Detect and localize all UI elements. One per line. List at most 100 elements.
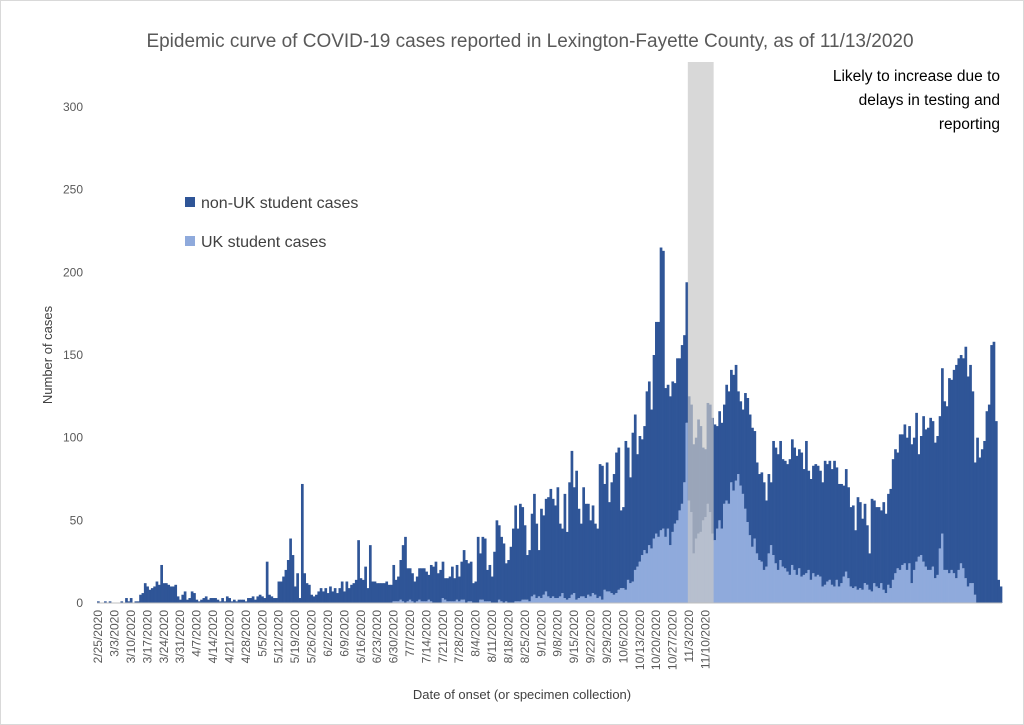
bar-uk (725, 500, 729, 603)
x-tick-label: 10/13/2020 (633, 610, 647, 670)
bar-uk (645, 553, 649, 603)
bar-non-uk (282, 576, 285, 603)
bar-uk (748, 535, 752, 603)
bar-uk (453, 601, 457, 603)
legend-swatch-non-uk (185, 197, 195, 207)
note-line-3: reporting (939, 116, 1000, 133)
x-axis-label: Date of onset (or specimen collection) (413, 687, 631, 702)
legend: non-UK student cases UK student cases (185, 195, 358, 251)
bar-uk (866, 584, 869, 603)
bar-non-uk (254, 599, 257, 603)
bar-non-uk (720, 422, 724, 529)
bar-non-uk (244, 601, 248, 603)
bar-non-uk (877, 507, 881, 589)
bar-uk (798, 568, 801, 603)
bar-non-uk (973, 462, 977, 595)
bar-non-uk (723, 404, 726, 504)
bar-non-uk (195, 599, 199, 603)
bar-non-uk (762, 482, 766, 570)
bar-non-uk (868, 553, 872, 590)
x-tick-label: 9/8/2020 (551, 610, 565, 657)
bar-uk (875, 586, 879, 603)
bar-non-uk (467, 563, 471, 602)
x-tick-label: 9/15/2020 (567, 610, 581, 664)
bar-non-uk (434, 561, 438, 603)
y-axis-label: Number of cases (40, 305, 55, 404)
legend-label-non-uk: non-UK student cases (201, 195, 358, 212)
bar-non-uk (650, 409, 654, 549)
y-tick-label: 200 (63, 265, 83, 279)
bar-non-uk (443, 578, 447, 600)
bar-non-uk (214, 598, 217, 603)
bar-uk (901, 564, 904, 603)
bar-non-uk (837, 483, 841, 587)
bar-non-uk (490, 576, 494, 603)
bar-non-uk (153, 586, 156, 603)
bar-non-uk (652, 355, 656, 539)
bar-non-uk (469, 561, 473, 602)
bar-uk (685, 422, 689, 603)
bar-uk (741, 493, 745, 603)
bar-non-uk (594, 523, 597, 595)
bar-non-uk (809, 479, 813, 580)
bar-non-uk (504, 563, 508, 602)
bar-uk (915, 561, 918, 603)
bar-uk (587, 594, 590, 603)
bar-non-uk (847, 487, 850, 579)
x-tick-label: 10/6/2020 (616, 610, 630, 664)
bar-non-uk (519, 503, 522, 602)
bar-uk (971, 583, 975, 603)
bar-non-uk (819, 470, 822, 577)
bar-non-uk (657, 321, 661, 537)
bar-non-uk (364, 566, 367, 603)
bar-non-uk (790, 439, 794, 565)
bar-non-uk (190, 591, 194, 603)
bar-non-uk (887, 493, 890, 585)
bar-uk (446, 601, 450, 603)
bar-uk (793, 569, 797, 603)
bar-non-uk (589, 520, 593, 597)
bar-non-uk (291, 555, 295, 603)
bar-uk (922, 561, 925, 603)
bar-uk (924, 566, 928, 603)
bar-uk (584, 598, 588, 603)
bar-non-uk (406, 568, 410, 602)
bar-non-uk (572, 487, 576, 594)
bar-non-uk (120, 601, 124, 603)
bar-uk (594, 594, 597, 603)
chart-title: Epidemic curve of COVID-19 cases reporte… (146, 31, 913, 52)
bar-uk (762, 569, 766, 603)
bar-non-uk (957, 358, 961, 570)
bar-uk (746, 521, 750, 603)
bar-uk (460, 599, 464, 603)
bar-non-uk (448, 576, 452, 602)
bar-uk (427, 599, 431, 603)
bar-uk (591, 593, 595, 603)
bar-non-uk (169, 586, 173, 603)
bar-uk (948, 573, 951, 603)
bar-uk (894, 573, 897, 603)
bar-uk (575, 599, 578, 603)
bar-uk (481, 599, 485, 603)
bar-non-uk (596, 528, 600, 599)
bar-uk (519, 601, 522, 603)
bar-uk (917, 556, 921, 603)
bar-uk (936, 574, 940, 603)
bar-uk (943, 569, 947, 603)
bar-non-uk (952, 369, 956, 574)
bar-non-uk (446, 578, 450, 602)
bar-non-uk (493, 551, 496, 603)
bar-non-uk (990, 345, 993, 603)
bar-uk (598, 596, 602, 603)
bar-uk (657, 536, 661, 603)
bar-uk (807, 569, 811, 603)
bar-non-uk (247, 598, 250, 603)
bar-non-uk (551, 498, 555, 597)
bar-non-uk (317, 591, 321, 603)
x-tick-label: 4/14/2020 (206, 610, 220, 664)
bar-non-uk (549, 488, 553, 599)
bar-non-uk (376, 583, 379, 603)
bar-uk (671, 531, 675, 603)
bar-non-uk (324, 588, 328, 603)
bar-non-uk (401, 545, 405, 602)
